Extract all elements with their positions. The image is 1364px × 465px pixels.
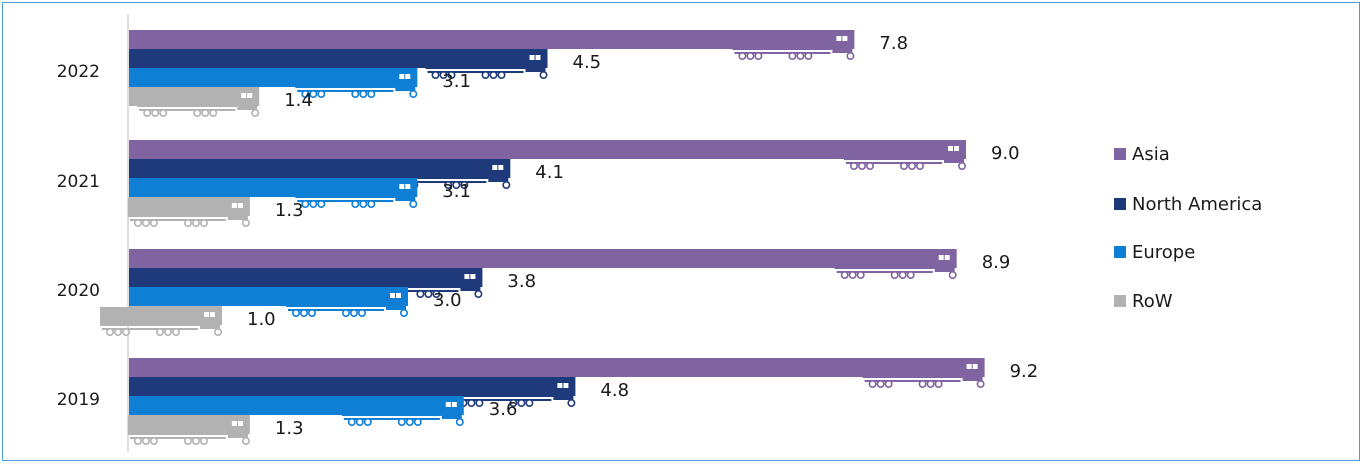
truck-icon xyxy=(360,269,483,298)
bar-asia-2021 xyxy=(129,140,966,159)
value-label-europe-2022: 3.1 xyxy=(442,71,471,92)
value-label-row-2021: 1.3 xyxy=(275,200,304,221)
legend-label-row: RoW xyxy=(1132,291,1173,312)
bar-asia-2019 xyxy=(129,358,985,377)
truck-icon xyxy=(127,416,250,445)
category-group-2020: 2020 8.9 3.8 3.0 1.0 xyxy=(57,249,1011,336)
truck-icon xyxy=(286,288,408,317)
truck-icon xyxy=(425,50,548,80)
value-label-europe-2019: 3.6 xyxy=(489,399,518,420)
truck-icon xyxy=(862,359,985,388)
bar-asia-2022 xyxy=(129,30,855,49)
value-label-north-america-2020: 3.8 xyxy=(507,271,536,292)
truck-icon xyxy=(295,179,418,209)
value-label-north-america-2022: 4.5 xyxy=(573,52,602,73)
value-label-asia-2019: 9.2 xyxy=(1010,361,1039,382)
legend-label-north-america: North America xyxy=(1132,194,1262,215)
legend-swatch-europe xyxy=(1114,246,1126,258)
legend-swatch-asia xyxy=(1114,148,1126,160)
legend-swatch-north-america xyxy=(1114,198,1126,210)
value-label-row-2020: 1.0 xyxy=(247,309,276,330)
value-label-europe-2021: 3.1 xyxy=(442,181,471,202)
value-label-asia-2022: 7.8 xyxy=(879,33,908,54)
category-group-2022: 2022 7.8 4.5 3.1 1.4 xyxy=(57,30,908,118)
value-label-north-america-2021: 4.1 xyxy=(535,162,564,183)
year-label-2019: 2019 xyxy=(57,390,100,410)
truck-icon xyxy=(137,88,260,118)
truck-icon xyxy=(100,307,223,336)
value-label-asia-2020: 8.9 xyxy=(982,252,1011,273)
truck-icon xyxy=(295,69,418,99)
truck-icon xyxy=(127,198,250,228)
category-group-2019: 2019 9.2 4.8 3.6 1.3 xyxy=(57,358,1039,445)
category-group-2021: 2021 9.0 4.1 3.1 1.3 xyxy=(57,140,1020,228)
legend-swatch-row xyxy=(1114,295,1126,307)
truck-icon xyxy=(834,250,957,279)
year-label-2021: 2021 xyxy=(57,172,100,192)
bar-asia-2020 xyxy=(129,249,957,268)
truck-icon xyxy=(844,141,966,171)
truck-icon xyxy=(388,160,511,190)
value-label-row-2022: 1.4 xyxy=(284,90,313,111)
truck-icon xyxy=(732,31,855,60)
legend-label-asia: Asia xyxy=(1132,144,1170,165)
truck-icon xyxy=(341,397,464,426)
legend: Asia North America Europe RoW xyxy=(1114,144,1262,312)
value-label-asia-2021: 9.0 xyxy=(991,143,1020,164)
legend-label-europe: Europe xyxy=(1132,242,1195,263)
year-label-2020: 2020 xyxy=(57,281,100,301)
year-label-2022: 2022 xyxy=(57,62,100,82)
value-label-row-2019: 1.3 xyxy=(275,418,304,439)
value-label-north-america-2019: 4.8 xyxy=(600,380,629,401)
value-label-europe-2020: 3.0 xyxy=(433,290,462,311)
